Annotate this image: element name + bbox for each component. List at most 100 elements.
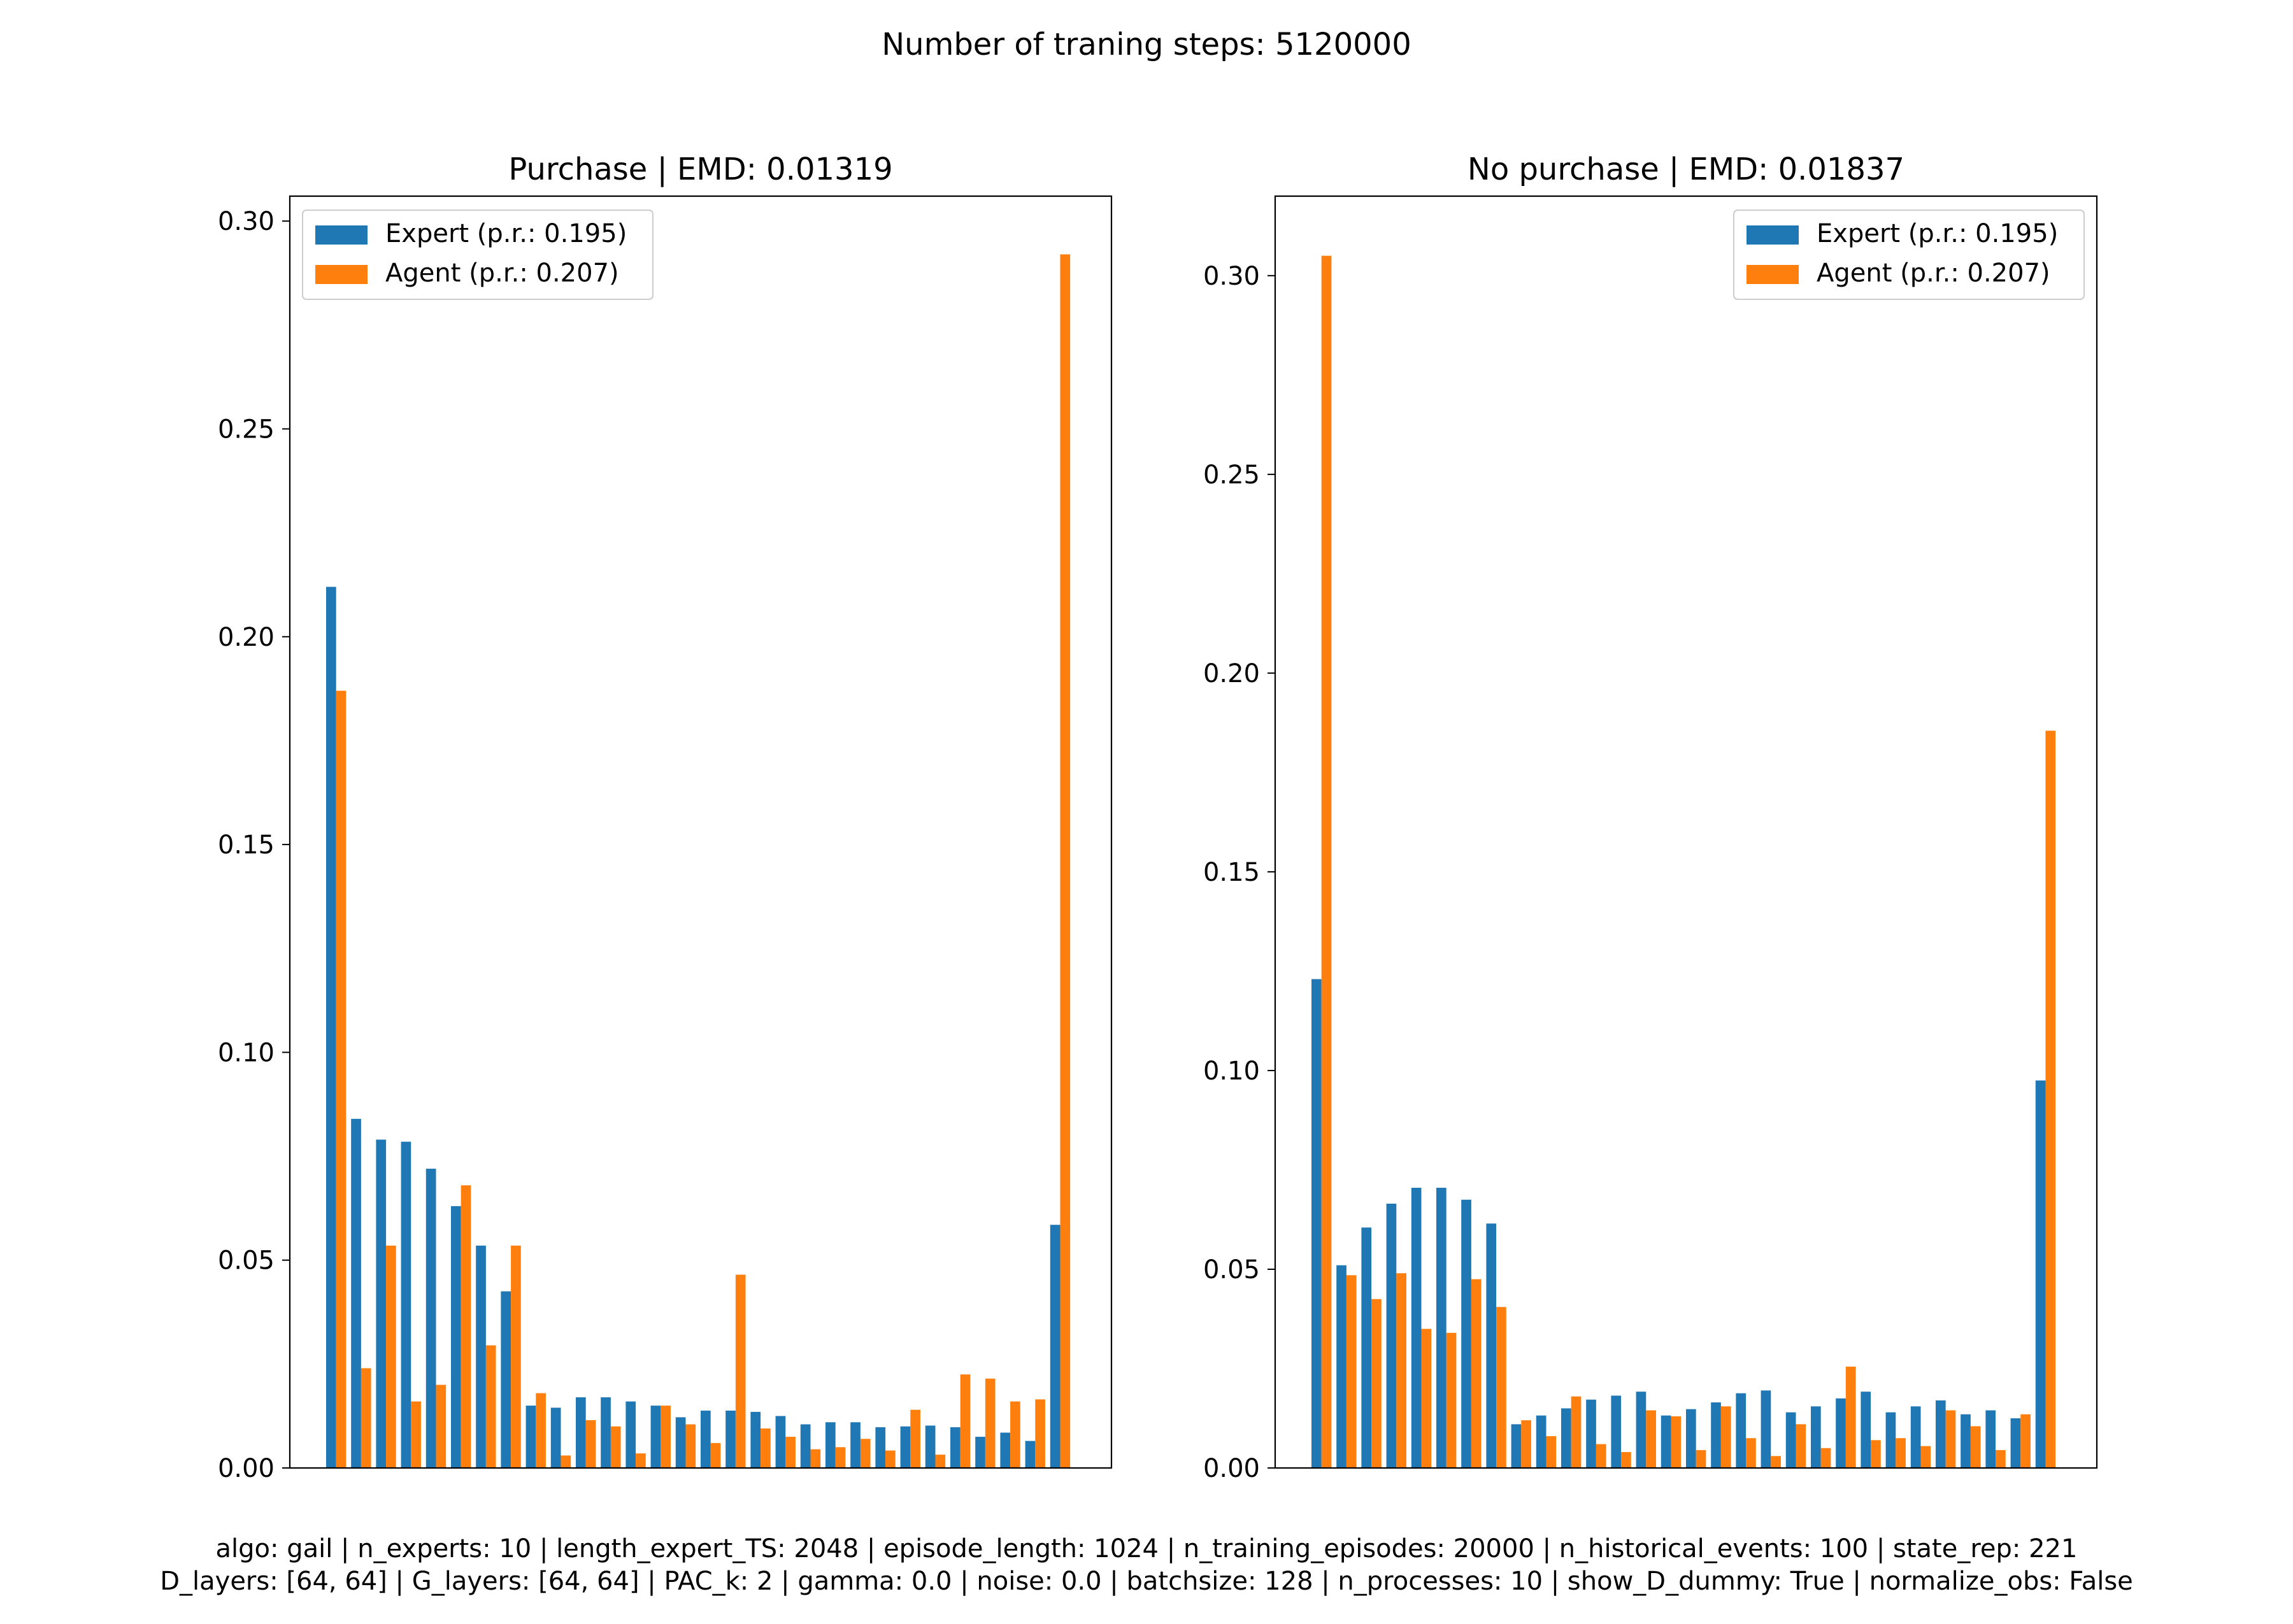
legend-box [302,210,654,300]
bar-agent-17 [761,1428,771,1468]
bar-expert-15 [701,1410,711,1468]
bar-expert-8 [1511,1424,1522,1468]
bar-expert-11 [601,1397,611,1468]
bar-agent-2 [386,1245,396,1468]
bar-agent-28 [1035,1399,1045,1468]
bar-agent-5 [461,1185,471,1468]
bar-agent-16 [1720,1406,1731,1468]
bar-agent-25 [960,1374,971,1468]
y-tick-label: 0.20 [218,623,275,652]
bar-agent-10 [1571,1396,1582,1468]
bar-agent-4 [436,1385,446,1468]
bar-agent-12 [1621,1452,1631,1468]
bar-expert-24 [1910,1406,1921,1468]
bar-agent-3 [411,1401,421,1468]
y-tick-label: 0.10 [1203,1057,1260,1086]
bar-expert-20 [1811,1406,1821,1468]
y-tick-label: 0.10 [218,1038,275,1067]
bar-expert-3 [1386,1204,1397,1468]
bar-agent-0 [336,690,346,1468]
bar-expert-25 [1936,1400,1946,1468]
y-tick-label: 0.05 [1203,1255,1260,1285]
bar-expert-29 [2035,1080,2046,1468]
bar-expert-1 [351,1118,361,1468]
y-tick-label: 0.30 [218,207,275,236]
legend-label-agent: Agent (p.r.: 0.207) [1817,259,2050,288]
bar-expert-16 [1711,1402,1721,1468]
axes-frame [1274,195,2098,1469]
bar-agent-15 [710,1442,721,1468]
legend-swatch-agent [1747,265,1799,284]
y-tick-label: 0.00 [1203,1454,1260,1483]
bar-expert-17 [750,1411,761,1468]
bar-agent-8 [536,1393,546,1468]
bar-expert-2 [1361,1227,1372,1468]
bar-expert-21 [1836,1398,1846,1468]
chart-panel-no-purchase: No purchase | EMD: 0.01837 0.00 0.05 0.10 0.… [1203,152,2098,1483]
bar-expert-26 [975,1437,985,1468]
legend-swatch-agent [315,265,368,284]
bar-expert-12 [1611,1395,1622,1468]
bar-agent-9 [1546,1436,1557,1468]
bar-agent-6 [1471,1279,1482,1468]
bar-expert-13 [1636,1392,1647,1468]
bar-agent-2 [1371,1299,1382,1468]
bar-agent-28 [2020,1414,2031,1468]
bar-agent-7 [511,1245,521,1468]
bar-expert-10 [576,1397,586,1468]
bar-expert-9 [550,1407,561,1468]
bar-expert-4 [1411,1188,1422,1468]
bar-agent-6 [485,1345,496,1468]
bar-agent-10 [585,1420,596,1468]
legend-label-expert: Expert (p.r.: 0.195) [1817,219,2058,248]
bar-expert-0 [1311,979,1322,1468]
bar-agent-24 [1920,1446,1931,1468]
bar-expert-21 [850,1422,861,1468]
bar-expert-22 [1861,1392,1871,1468]
bar-expert-28 [2010,1418,2021,1468]
bar-agent-15 [1696,1449,1706,1468]
bar-agent-27 [1010,1401,1020,1468]
bar-agent-9 [561,1455,571,1468]
bar-expert-5 [1436,1188,1447,1468]
bar-agent-26 [985,1378,996,1468]
bar-expert-11 [1586,1399,1596,1468]
legend-box [1733,210,2085,300]
bar-agent-13 [661,1406,671,1468]
bar-expert-17 [1736,1393,1747,1468]
bar-agent-11 [610,1426,621,1468]
chart-panel-purchase: Purchase | EMD: 0.01319 0.00 0.05 0.10 0.15 0… [218,152,1113,1483]
y-tick-label: 0.15 [1203,858,1260,887]
bar-agent-13 [1646,1410,1656,1468]
bar-expert-5 [451,1206,461,1468]
bar-expert-23 [1885,1412,1896,1468]
bar-agent-0 [1321,255,1332,1468]
bar-expert-18 [1761,1390,1771,1468]
y-tick-label: 0.20 [1203,659,1260,688]
footer-params-line-2: D_layers: [64, 64] | G_layers: [64, 64] … [160,1567,2133,1596]
bar-agent-19 [810,1449,821,1468]
bar-agent-24 [935,1455,946,1468]
bar-expert-8 [525,1406,536,1468]
bar-agent-29 [2045,730,2056,1468]
bar-expert-22 [875,1427,886,1468]
bar-agent-14 [1671,1416,1682,1468]
bar-expert-27 [1000,1432,1011,1468]
bar-agent-8 [1521,1420,1531,1468]
bar-agent-20 [1820,1448,1831,1468]
bar-expert-4 [425,1169,436,1468]
bar-expert-28 [1025,1441,1036,1468]
legend-swatch-expert [1747,225,1799,245]
bar-agent-16 [735,1274,746,1468]
bar-agent-23 [910,1409,920,1468]
bar-agent-14 [685,1424,696,1468]
bar-expert-26 [1961,1414,1971,1468]
bar-expert-7 [501,1291,511,1468]
bar-agent-21 [1845,1366,1856,1468]
bar-expert-14 [1661,1415,1671,1468]
bar-expert-6 [476,1245,486,1468]
bar-agent-22 [1871,1440,1881,1468]
bar-expert-16 [725,1410,736,1468]
bar-expert-25 [950,1427,961,1468]
bar-agent-3 [1396,1273,1406,1468]
